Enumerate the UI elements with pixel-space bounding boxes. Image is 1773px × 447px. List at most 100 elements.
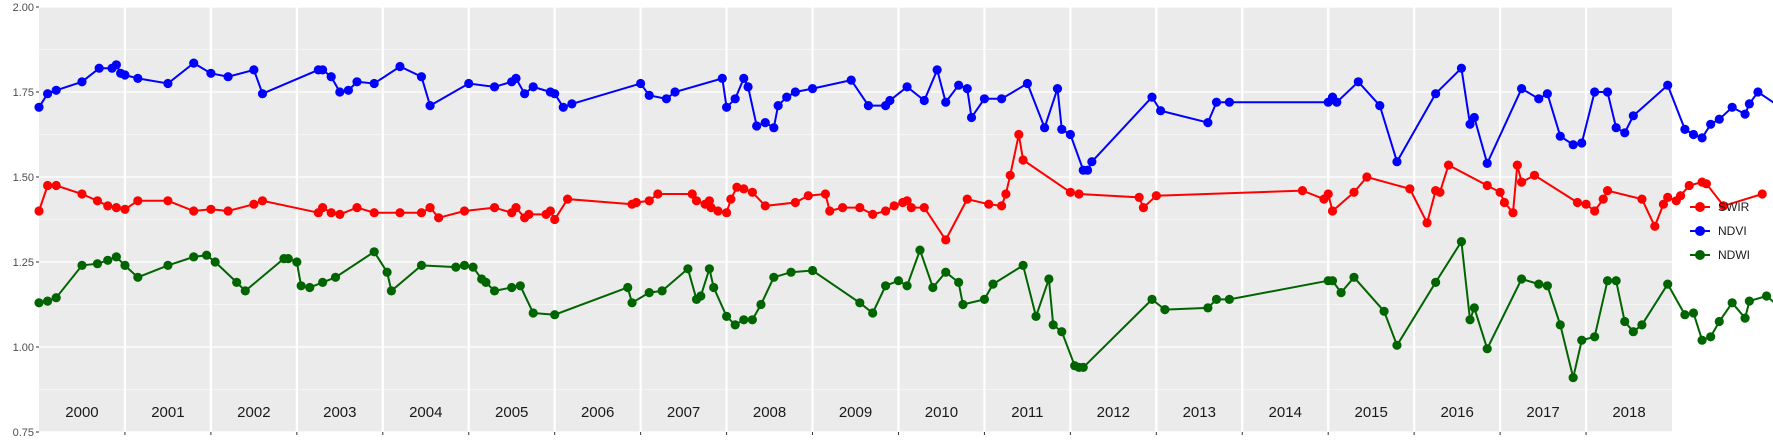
data-point-ndwi <box>1057 327 1067 337</box>
data-point-ndwi <box>111 252 121 262</box>
year-label: 2002 <box>237 404 270 421</box>
data-point-swir <box>726 194 736 204</box>
data-point-ndvi <box>1392 157 1402 167</box>
data-point-ndvi <box>1211 97 1222 107</box>
data-point-ndvi <box>1744 99 1754 109</box>
data-point-ndvi <box>1065 129 1075 140</box>
data-point-ndvi <box>717 73 727 83</box>
year-label: 2011 <box>1011 404 1043 421</box>
data-point-ndvi <box>962 84 972 94</box>
data-point-swir <box>691 196 702 206</box>
data-point-ndwi <box>1469 303 1479 313</box>
data-point-swir <box>1327 206 1338 216</box>
year-labels: 2000 2001 2002 2003 2004 2005 2006 2007 2008 2009… <box>65 404 1645 421</box>
data-point-ndwi <box>34 298 44 308</box>
data-point-swir <box>1138 203 1149 213</box>
data-point-ndvi <box>1057 124 1067 134</box>
data-point-ndwi <box>1349 272 1359 282</box>
data-point-ndwi <box>369 247 379 257</box>
data-point-ndvi <box>520 89 530 99</box>
data-point-swir <box>434 213 444 223</box>
data-point-swir <box>984 199 994 209</box>
data-point-ndvi <box>1353 77 1363 87</box>
data-point-ndvi <box>1714 114 1724 124</box>
data-point-ndwi <box>1542 281 1552 291</box>
data-point-ndwi <box>1590 332 1600 342</box>
legend-label: NDVI <box>1718 224 1747 238</box>
data-point-ndvi <box>1568 140 1578 150</box>
data-point-ndwi <box>1628 327 1638 337</box>
data-point-ndvi <box>1697 133 1707 143</box>
data-point-ndvi <box>661 94 672 104</box>
legend-item-swir: SWIR <box>1690 200 1750 214</box>
data-point-ndvi <box>966 112 977 123</box>
data-point-ndwi <box>92 259 103 269</box>
data-point-ndvi <box>1688 129 1699 140</box>
data-point-swir <box>545 206 555 216</box>
year-label: 2005 <box>495 404 528 421</box>
data-point-swir <box>838 203 848 213</box>
data-point-ndwi <box>880 281 891 291</box>
data-point-ndwi <box>1620 316 1630 327</box>
data-point-ndvi <box>416 72 427 82</box>
data-point-swir <box>1581 199 1591 209</box>
data-point-ndwi <box>1740 313 1750 323</box>
data-point-ndwi <box>979 294 990 304</box>
data-point-ndwi <box>1516 274 1527 284</box>
data-point-ndwi <box>240 286 250 296</box>
data-point-ndwi <box>1663 279 1673 289</box>
data-point-ndvi <box>464 78 474 89</box>
data-point-ndvi <box>34 102 44 112</box>
data-point-swir <box>369 208 379 218</box>
legend: SWIR NDVI NDWI <box>1690 200 1750 262</box>
year-label: 2013 <box>1183 404 1216 421</box>
data-point-ndvi <box>51 85 61 95</box>
data-point-ndvi <box>1465 119 1475 129</box>
data-point-ndwi <box>232 277 242 287</box>
data-point-swir <box>721 208 732 218</box>
data-point-ndwi <box>1147 294 1157 304</box>
data-point-ndvi <box>1431 89 1441 99</box>
data-point-ndvi <box>1577 138 1587 148</box>
data-point-ndwi <box>756 299 766 310</box>
data-point-swir <box>42 180 53 191</box>
data-point-ndwi <box>1211 294 1222 304</box>
data-point-ndvi <box>743 82 753 92</box>
data-point-ndvi <box>902 82 912 92</box>
data-point-swir <box>1443 160 1454 170</box>
data-point-swir <box>120 204 130 214</box>
year-label: 2001 <box>151 404 184 421</box>
data-point-swir <box>1151 191 1161 201</box>
data-point-swir <box>868 209 878 219</box>
grid-lines <box>39 6 1672 433</box>
data-point-ndwi <box>954 277 964 287</box>
data-point-ndwi <box>51 293 61 303</box>
year-label: 2000 <box>65 404 98 421</box>
data-point-ndvi <box>721 102 732 112</box>
data-point-ndvi <box>863 101 873 111</box>
data-point-ndwi <box>1456 237 1467 247</box>
data-point-ndwi <box>201 250 212 260</box>
data-point-ndwi <box>915 245 925 255</box>
legend-item-ndwi: NDWI <box>1690 248 1750 262</box>
data-point-swir <box>1675 191 1686 201</box>
data-point-ndwi <box>730 320 740 330</box>
data-point-ndwi <box>988 279 998 289</box>
data-point-ndwi <box>468 262 478 272</box>
data-point-swir <box>1405 184 1415 194</box>
data-point-ndvi <box>77 77 87 87</box>
year-label: 2014 <box>1269 404 1302 421</box>
data-point-ndvi <box>223 72 233 82</box>
data-point-swir <box>687 189 697 199</box>
data-point-ndvi <box>395 61 405 72</box>
data-point-swir <box>820 189 831 199</box>
data-point-ndvi <box>489 82 500 92</box>
data-point-ndwi <box>120 260 130 270</box>
data-point-swir <box>631 197 641 208</box>
data-point-ndwi <box>296 281 306 291</box>
data-point-swir <box>790 197 800 208</box>
y-tick-label: 1.00 <box>13 342 34 354</box>
year-label: 2010 <box>925 404 958 421</box>
data-point-ndvi <box>1039 123 1050 133</box>
data-point-ndvi <box>1663 80 1673 90</box>
